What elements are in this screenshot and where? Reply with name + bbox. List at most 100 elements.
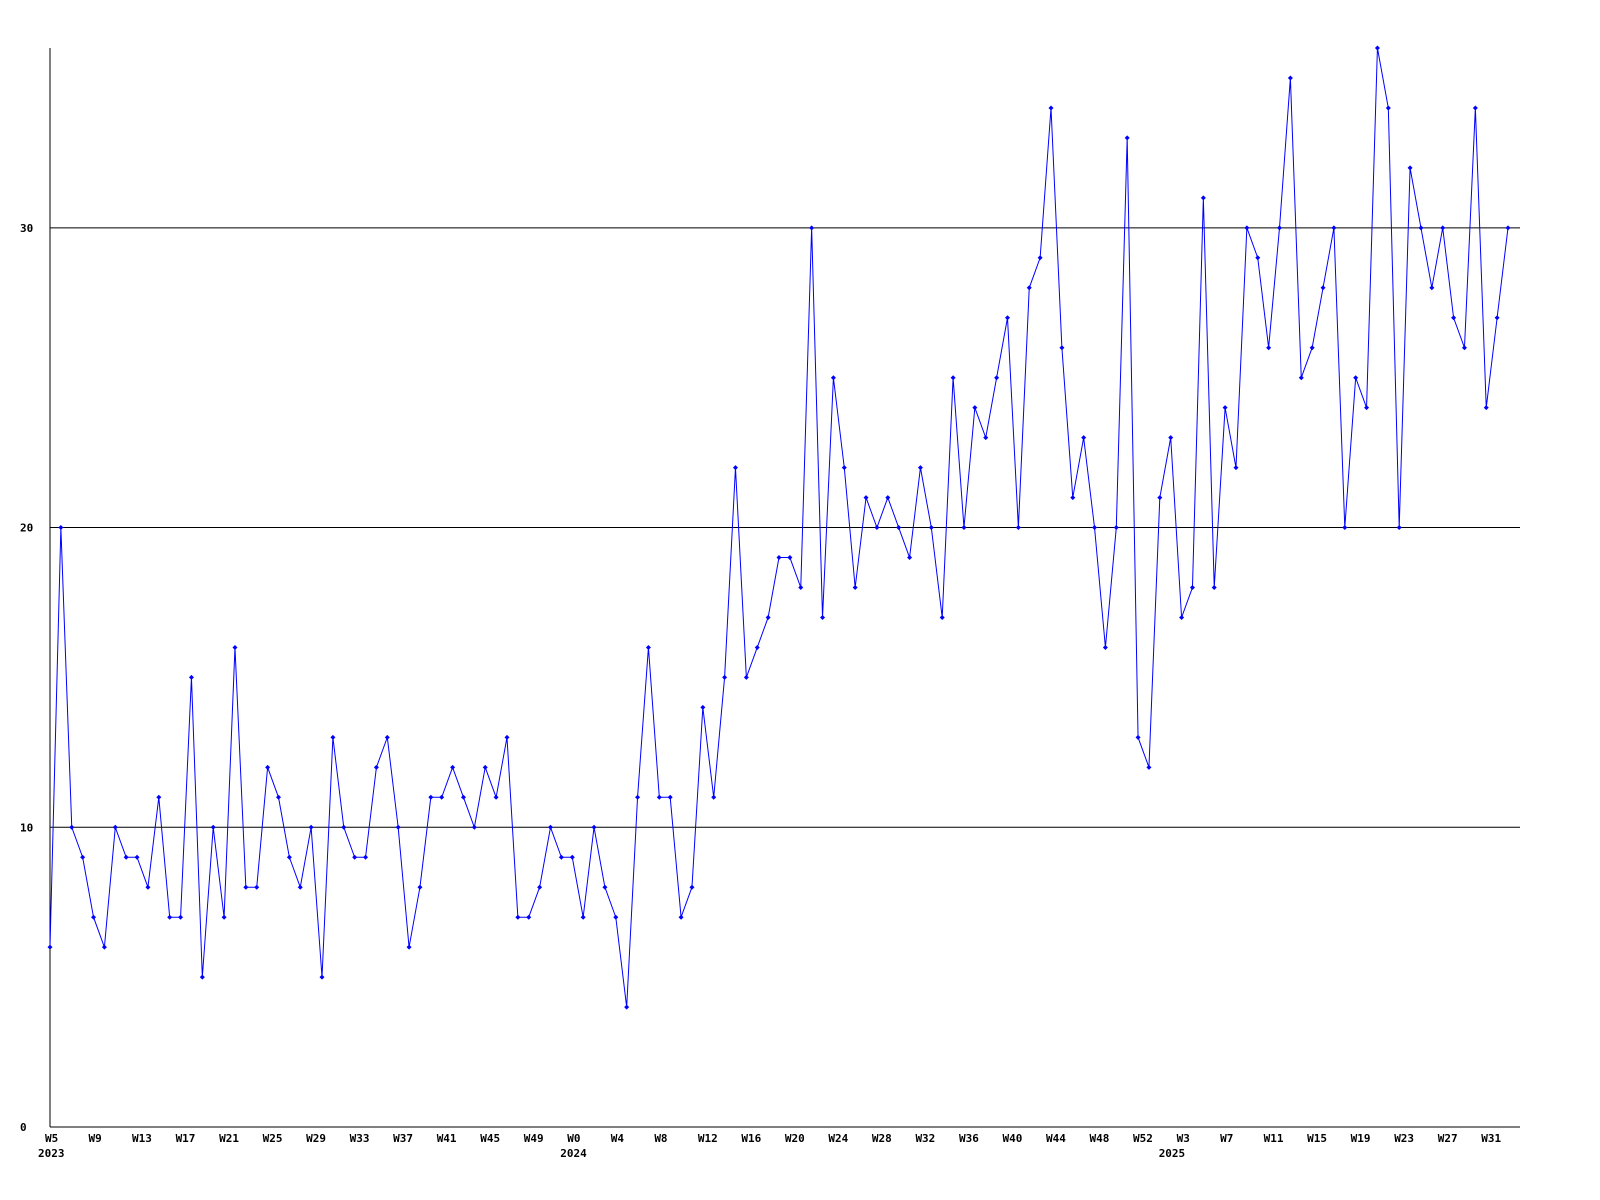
point-marker <box>961 525 967 531</box>
point-marker <box>363 854 369 860</box>
point-marker <box>1157 495 1163 501</box>
point-marker <box>776 555 782 561</box>
point-marker <box>809 225 815 231</box>
point-marker <box>417 884 423 890</box>
x-tick-label: W48 <box>1090 1132 1110 1145</box>
x-tick-label: W33 <box>350 1132 370 1145</box>
point-marker <box>1298 375 1304 381</box>
point-marker <box>58 525 64 531</box>
point-marker <box>1146 764 1152 770</box>
point-marker <box>700 704 706 710</box>
point-marker <box>515 914 521 920</box>
point-marker <box>134 854 140 860</box>
point-marker <box>1015 525 1021 531</box>
point-marker <box>1004 315 1010 321</box>
point-marker <box>1451 315 1457 321</box>
point-marker <box>841 465 847 471</box>
point-marker <box>1320 285 1326 291</box>
point-marker <box>275 794 281 800</box>
point-marker <box>569 854 575 860</box>
point-marker <box>1059 345 1065 351</box>
y-tick-label: 30 <box>20 222 33 235</box>
point-marker <box>754 644 760 650</box>
point-marker <box>972 405 978 411</box>
point-marker <box>1037 255 1043 261</box>
point-marker <box>91 914 97 920</box>
point-marker <box>939 614 945 620</box>
x-tick-label: W7 <box>1220 1132 1233 1145</box>
y-tick-label: 0 <box>20 1121 27 1134</box>
point-marker <box>308 824 314 830</box>
x-tick-label: W24 <box>828 1132 848 1145</box>
point-marker <box>624 1004 630 1010</box>
point-marker <box>254 884 260 890</box>
x-tick-label: W4 <box>611 1132 625 1145</box>
x-tick-label: W31 <box>1481 1132 1501 1145</box>
point-marker <box>994 375 1000 381</box>
x-tick-label: W32 <box>915 1132 935 1145</box>
point-marker <box>1287 75 1293 81</box>
point-marker <box>537 884 543 890</box>
point-marker <box>1102 644 1108 650</box>
point-marker <box>112 824 118 830</box>
point-marker <box>591 824 597 830</box>
point-marker <box>907 555 913 561</box>
point-marker <box>1342 525 1348 531</box>
point-marker <box>504 734 510 740</box>
point-marker <box>286 854 292 860</box>
point-marker <box>1483 405 1489 411</box>
year-label: 2023 <box>38 1147 65 1160</box>
x-tick-label: W37 <box>393 1132 413 1145</box>
point-marker <box>1374 45 1380 51</box>
point-marker <box>352 854 358 860</box>
point-marker <box>1211 585 1217 590</box>
point-marker <box>1189 585 1195 590</box>
x-tick-label: W16 <box>741 1132 761 1145</box>
x-tick-label: W36 <box>959 1132 979 1145</box>
point-marker <box>1396 525 1402 531</box>
point-marker <box>1385 105 1391 111</box>
point-marker <box>493 794 499 800</box>
point-marker <box>1233 465 1239 471</box>
point-marker <box>1309 345 1315 351</box>
point-marker <box>1472 105 1478 111</box>
point-marker <box>178 914 184 920</box>
x-tick-label: W17 <box>176 1132 196 1145</box>
x-tick-label: W25 <box>263 1132 283 1145</box>
point-marker <box>80 854 86 860</box>
year-label: 2024 <box>560 1147 587 1160</box>
point-marker <box>689 884 695 890</box>
point-marker <box>656 794 662 800</box>
x-tick-label: W23 <box>1394 1132 1414 1145</box>
point-marker <box>950 375 956 381</box>
point-marker <box>188 674 194 680</box>
point-marker <box>711 794 717 800</box>
x-tick-label: W40 <box>1002 1132 1022 1145</box>
point-marker <box>384 734 390 740</box>
point-marker <box>1026 285 1032 291</box>
x-tick-label: W44 <box>1046 1132 1066 1145</box>
point-marker <box>373 764 379 770</box>
point-marker <box>1331 225 1337 231</box>
point-marker <box>156 794 162 800</box>
point-marker <box>341 824 347 830</box>
point-marker <box>471 824 477 830</box>
point-marker <box>1266 345 1272 351</box>
point-marker <box>1244 225 1250 231</box>
point-marker <box>1440 225 1446 231</box>
point-marker <box>1048 105 1054 111</box>
point-marker <box>645 644 651 650</box>
point-marker <box>928 525 934 531</box>
point-marker <box>635 794 641 800</box>
point-marker <box>319 974 325 980</box>
point-marker <box>765 614 771 620</box>
point-marker <box>743 674 749 680</box>
point-marker <box>101 944 107 950</box>
point-marker <box>580 914 586 920</box>
point-marker <box>863 495 869 501</box>
x-tick-label: W41 <box>437 1132 457 1145</box>
x-tick-label: W11 <box>1264 1132 1284 1145</box>
point-marker <box>667 794 673 800</box>
x-tick-label: W12 <box>698 1132 718 1145</box>
